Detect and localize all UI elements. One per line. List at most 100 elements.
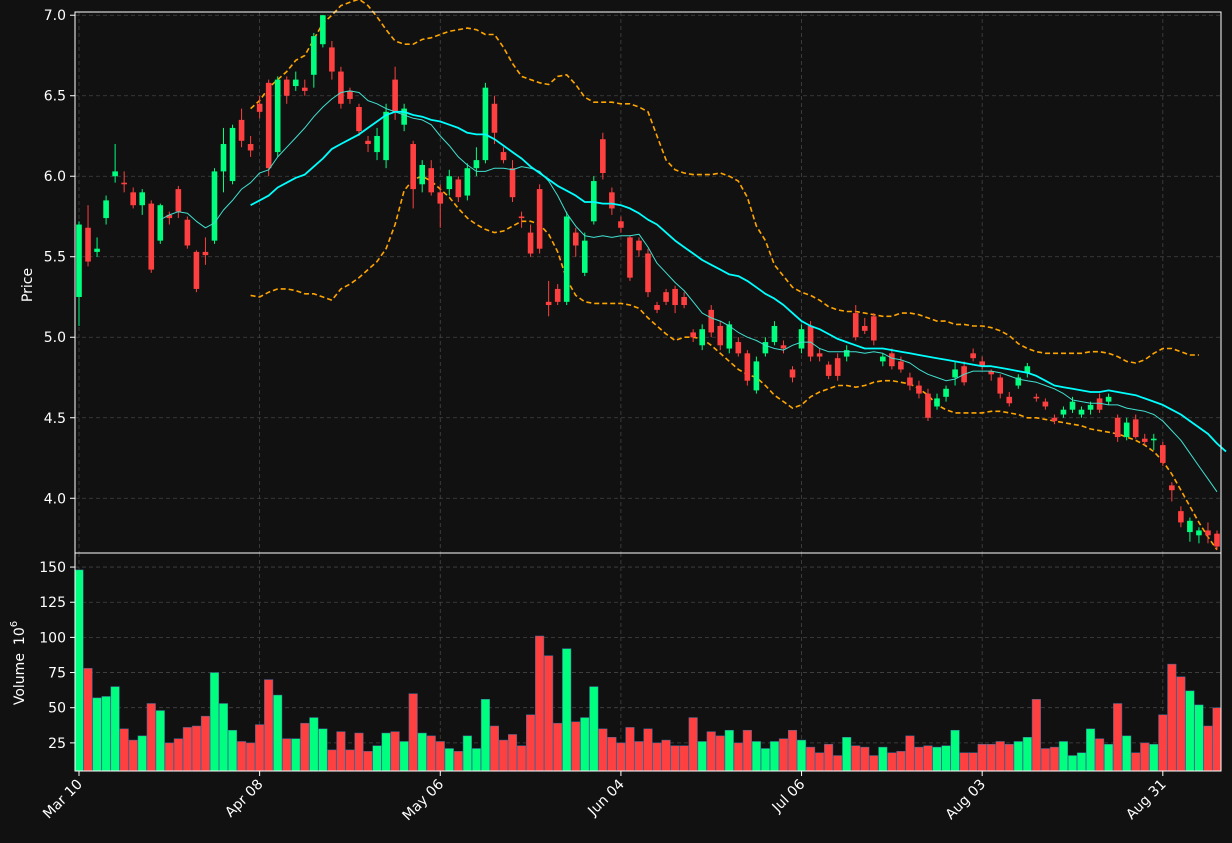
volume-bar xyxy=(327,749,337,772)
volume-bar xyxy=(905,735,915,772)
volume-bar xyxy=(282,738,292,772)
volume-bar xyxy=(1131,752,1141,772)
candle-body xyxy=(392,79,398,112)
candle-body xyxy=(274,79,281,153)
candle-body xyxy=(816,353,823,357)
volume-bar xyxy=(444,748,454,772)
candle-body xyxy=(627,237,633,278)
volume-bar xyxy=(237,741,247,772)
volume-bar xyxy=(372,745,382,772)
volume-bar xyxy=(336,731,346,772)
candle-body xyxy=(907,377,913,386)
candle-body xyxy=(112,171,118,177)
volume-bar xyxy=(507,734,518,772)
volume-axis-unit: 10 xyxy=(12,627,28,645)
volume-bar xyxy=(760,748,770,772)
candle-body xyxy=(1123,422,1130,438)
candle-body xyxy=(482,87,489,161)
candle-body xyxy=(798,329,805,349)
volume-bar xyxy=(715,735,725,772)
volume-bar xyxy=(363,751,373,772)
volume-bar xyxy=(1040,748,1050,772)
candle-body xyxy=(329,47,335,72)
volume-bar xyxy=(1140,742,1150,772)
volume-bar xyxy=(1104,744,1114,772)
volume-bar xyxy=(345,749,355,772)
volume-bar xyxy=(489,725,500,772)
candle-body xyxy=(943,388,949,397)
candle-body xyxy=(1187,520,1193,533)
volume-bar xyxy=(119,728,129,772)
volume-bar xyxy=(264,679,274,772)
price-tick-label: 4.5 xyxy=(44,411,66,427)
candle-body xyxy=(1096,398,1103,410)
volume-bar xyxy=(200,715,210,772)
candle-body xyxy=(807,325,814,357)
candle-body xyxy=(473,160,480,169)
volume-bar xyxy=(1004,744,1014,772)
candle-body xyxy=(374,135,380,153)
candle-body xyxy=(139,192,146,206)
candle-body xyxy=(825,364,832,376)
candle-body xyxy=(780,345,787,349)
candle-body xyxy=(1196,530,1202,536)
candle-body xyxy=(1024,366,1031,373)
volume-bar xyxy=(74,569,84,772)
volume-bar xyxy=(688,717,698,772)
candle-body xyxy=(256,103,263,112)
candle-body xyxy=(1051,417,1058,421)
volume-axis-ticks: 25 50 75 100 125 150 xyxy=(39,560,75,752)
volume-bar xyxy=(1194,704,1204,772)
volume-bar xyxy=(1076,752,1087,772)
candle-body xyxy=(1069,401,1076,410)
candle-body xyxy=(1060,409,1067,415)
volume-bar xyxy=(625,727,635,772)
candle-body xyxy=(735,342,742,354)
candle-body xyxy=(1033,396,1040,399)
volume-bar xyxy=(634,741,644,772)
volume-bar xyxy=(128,739,138,772)
candle-body xyxy=(157,205,164,241)
candle-body xyxy=(148,203,155,270)
volume-bar xyxy=(607,736,617,772)
volume-axis-unit-exponent: 6 xyxy=(9,621,20,627)
volume-bar xyxy=(435,741,445,772)
candle-body xyxy=(880,356,886,362)
candle-body xyxy=(193,251,200,289)
volume-bar xyxy=(796,739,807,772)
volume-bar xyxy=(517,745,527,772)
candle-body xyxy=(925,393,931,418)
candle-body xyxy=(581,240,588,273)
candle-body xyxy=(428,168,435,193)
candle-body xyxy=(717,325,724,346)
candle-body xyxy=(85,227,91,262)
volume-bar xyxy=(1158,714,1168,772)
candle-body xyxy=(988,371,995,375)
candle-body xyxy=(103,200,109,219)
volume-bar xyxy=(887,752,897,772)
candle-body xyxy=(753,361,760,391)
price-axis-label: Price xyxy=(20,268,36,302)
volume-bar xyxy=(309,717,319,772)
candle-body xyxy=(202,251,209,256)
volume-tick-label: 75 xyxy=(48,666,66,682)
candle-body xyxy=(500,152,507,161)
candle-body xyxy=(229,127,236,182)
volume-panel-frame xyxy=(74,552,1222,772)
volume-bar xyxy=(426,735,436,772)
volume-bar xyxy=(598,728,608,772)
candle-body xyxy=(437,192,444,204)
candle-body xyxy=(681,296,687,306)
volume-bar xyxy=(968,752,978,772)
volume-bar xyxy=(218,703,229,772)
volume-bar xyxy=(164,742,174,772)
candle-body xyxy=(292,79,299,87)
moving-average-lines xyxy=(160,90,1227,493)
candle-body xyxy=(545,301,552,306)
candle-body xyxy=(320,15,326,45)
volume-bar xyxy=(255,724,265,772)
candle-body xyxy=(699,329,705,346)
candle-body xyxy=(672,288,678,306)
candle-body xyxy=(175,189,182,212)
candle-body xyxy=(311,36,317,75)
